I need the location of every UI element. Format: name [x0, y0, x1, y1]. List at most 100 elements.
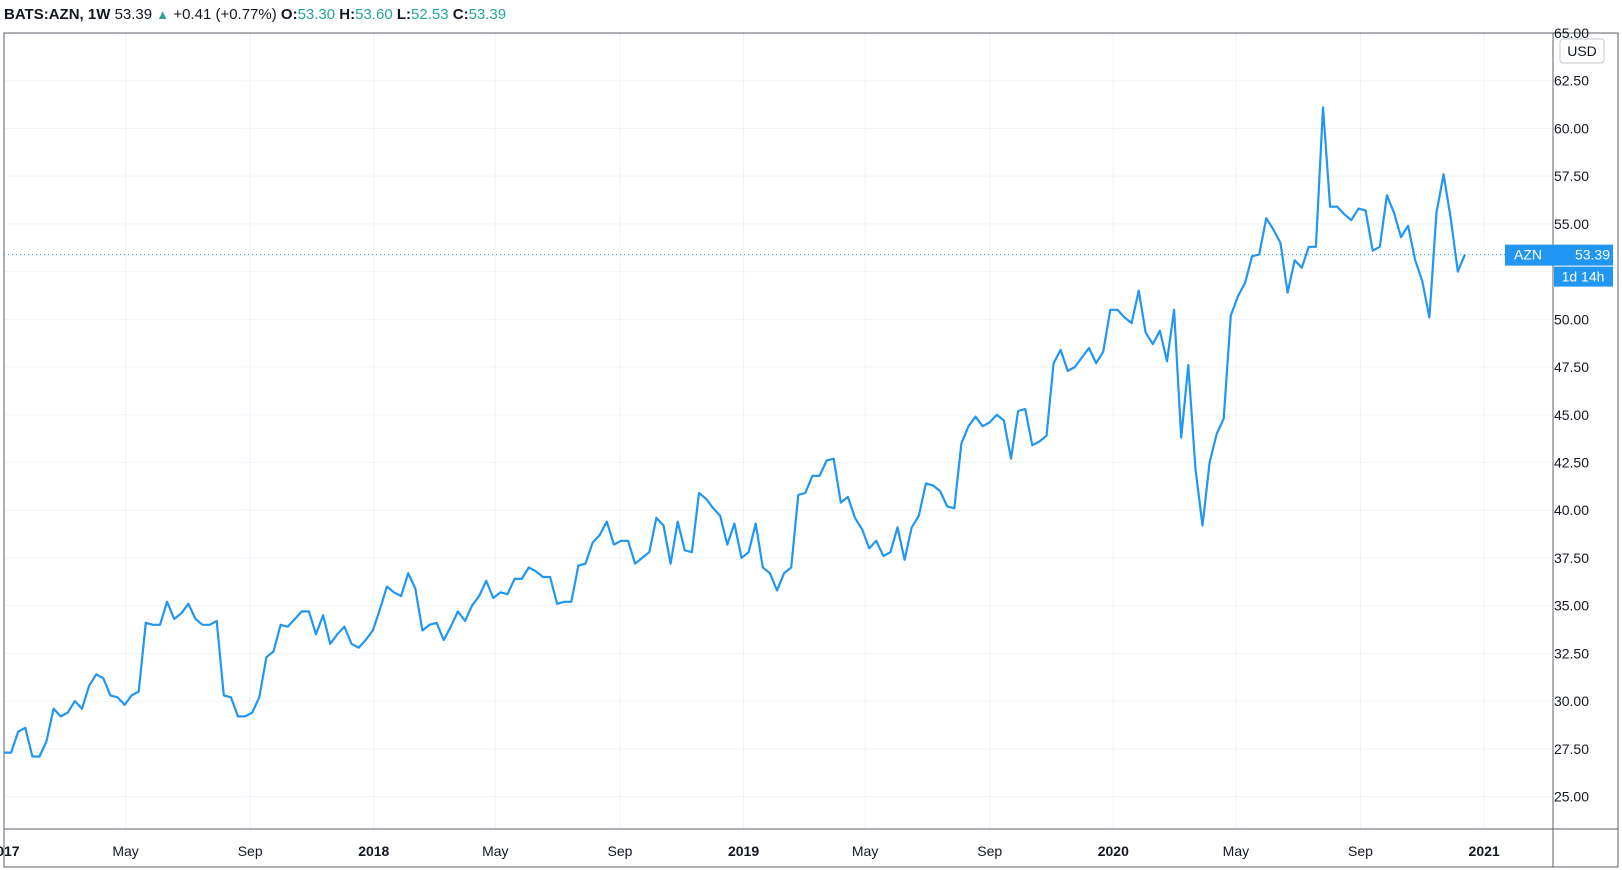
- x-tick-label: Sep: [977, 843, 1002, 859]
- price-point: [272, 650, 275, 653]
- price-point: [755, 523, 757, 525]
- price-point: [655, 517, 658, 519]
- price-point: [1450, 217, 1452, 219]
- price-point: [599, 534, 601, 536]
- price-point: [194, 618, 197, 620]
- open-label: O:: [280, 6, 298, 23]
- price-point: [606, 521, 608, 523]
- price-point: [1187, 364, 1189, 366]
- price-point: [421, 629, 423, 632]
- price-point: [634, 563, 636, 565]
- price-point: [769, 572, 771, 574]
- close-value: 53.39: [468, 6, 507, 23]
- price-point: [1102, 351, 1104, 353]
- price-point: [918, 515, 920, 517]
- price-point: [1074, 366, 1076, 368]
- price-point: [904, 559, 906, 561]
- price-point: [116, 696, 119, 698]
- close-label: C:: [452, 6, 469, 23]
- currency-label-box[interactable]: USD: [1559, 38, 1605, 64]
- price-point: [804, 492, 806, 494]
- low-label: L:: [396, 6, 412, 23]
- price-point: [740, 557, 743, 559]
- price-point: [45, 740, 48, 742]
- price-point: [521, 578, 523, 580]
- y-tick-label: 32.50: [1554, 645, 1589, 661]
- price-point: [719, 515, 721, 517]
- price-point: [244, 715, 246, 718]
- price-point: [1308, 246, 1310, 248]
- price-point: [648, 551, 650, 553]
- price-point: [1053, 362, 1055, 364]
- price-point: [329, 643, 331, 645]
- price-axis[interactable]: 25.00 27.50 30.00 32.50 35.00 37.50 40.00 42.50…: [1554, 25, 1589, 805]
- x-tick-label: Sep: [1348, 843, 1373, 859]
- price-point: [854, 517, 856, 519]
- price-point: [790, 566, 792, 569]
- price-point: [549, 576, 551, 578]
- price-point: [1386, 194, 1388, 196]
- time-axis[interactable]: 2017 May Sep 2018 May Sep 2019 May Sep 2020 May Sep…: [0, 843, 1500, 859]
- price-point: [1343, 213, 1345, 215]
- price-point: [889, 551, 892, 553]
- price-point: [322, 614, 324, 616]
- price-point: [1116, 309, 1118, 311]
- price-point: [691, 551, 693, 553]
- y-tick-label: 30.00: [1554, 693, 1589, 709]
- price-point: [1357, 208, 1360, 210]
- price-point: [138, 691, 140, 693]
- countdown-tag: 1d 14h: [1554, 266, 1613, 287]
- symbol-name[interactable]: BATS:AZN: [4, 6, 80, 23]
- price-point: [336, 633, 338, 635]
- price-point: [145, 622, 147, 624]
- price-point: [31, 755, 33, 758]
- price-point: [932, 484, 934, 486]
- price-point: [428, 624, 431, 626]
- price-point: [1180, 437, 1182, 439]
- y-tick-label: 62.50: [1554, 73, 1589, 89]
- price-point: [1010, 458, 1012, 460]
- price-point: [1258, 253, 1260, 255]
- price-point: [882, 555, 885, 557]
- price-point: [861, 528, 863, 530]
- price-point: [1216, 433, 1218, 435]
- price-point: [17, 731, 19, 733]
- price-point: [365, 639, 367, 641]
- price-point: [712, 507, 714, 509]
- price-point: [1230, 314, 1232, 317]
- low-value: 52.53: [411, 6, 449, 23]
- price-point: [1379, 246, 1381, 248]
- up-triangle-icon: ▲: [156, 7, 170, 22]
- last-price-tag: AZN 53.39: [1505, 244, 1613, 266]
- price-point: [1435, 211, 1438, 213]
- price-point: [592, 542, 594, 544]
- price-point: [1166, 360, 1168, 362]
- x-tick-label: 2017: [0, 843, 20, 859]
- currency-label: USD: [1567, 43, 1597, 59]
- price-point: [1336, 206, 1338, 208]
- price-point: [662, 524, 665, 527]
- y-tick-label: 37.50: [1554, 550, 1589, 566]
- price-point: [974, 416, 977, 418]
- high-label: H:: [339, 6, 356, 23]
- price-point: [939, 490, 941, 492]
- price-point: [1045, 435, 1048, 437]
- price-point: [1301, 267, 1303, 269]
- price-point: [436, 622, 438, 624]
- price-point: [1223, 418, 1225, 420]
- price-point: [173, 618, 175, 620]
- price-point: [1315, 246, 1317, 248]
- price-point: [166, 601, 168, 603]
- azn-price-series-line: [4, 106, 1466, 758]
- price-point: [528, 566, 530, 569]
- price-point: [748, 551, 750, 553]
- price-point: [414, 587, 416, 590]
- price-point: [492, 597, 494, 599]
- price-point: [1201, 524, 1204, 527]
- price-point: [1365, 209, 1367, 212]
- price-point: [847, 496, 849, 498]
- interval-label[interactable]: 1W: [87, 6, 111, 23]
- price-point: [670, 563, 672, 565]
- price-point: [301, 610, 303, 613]
